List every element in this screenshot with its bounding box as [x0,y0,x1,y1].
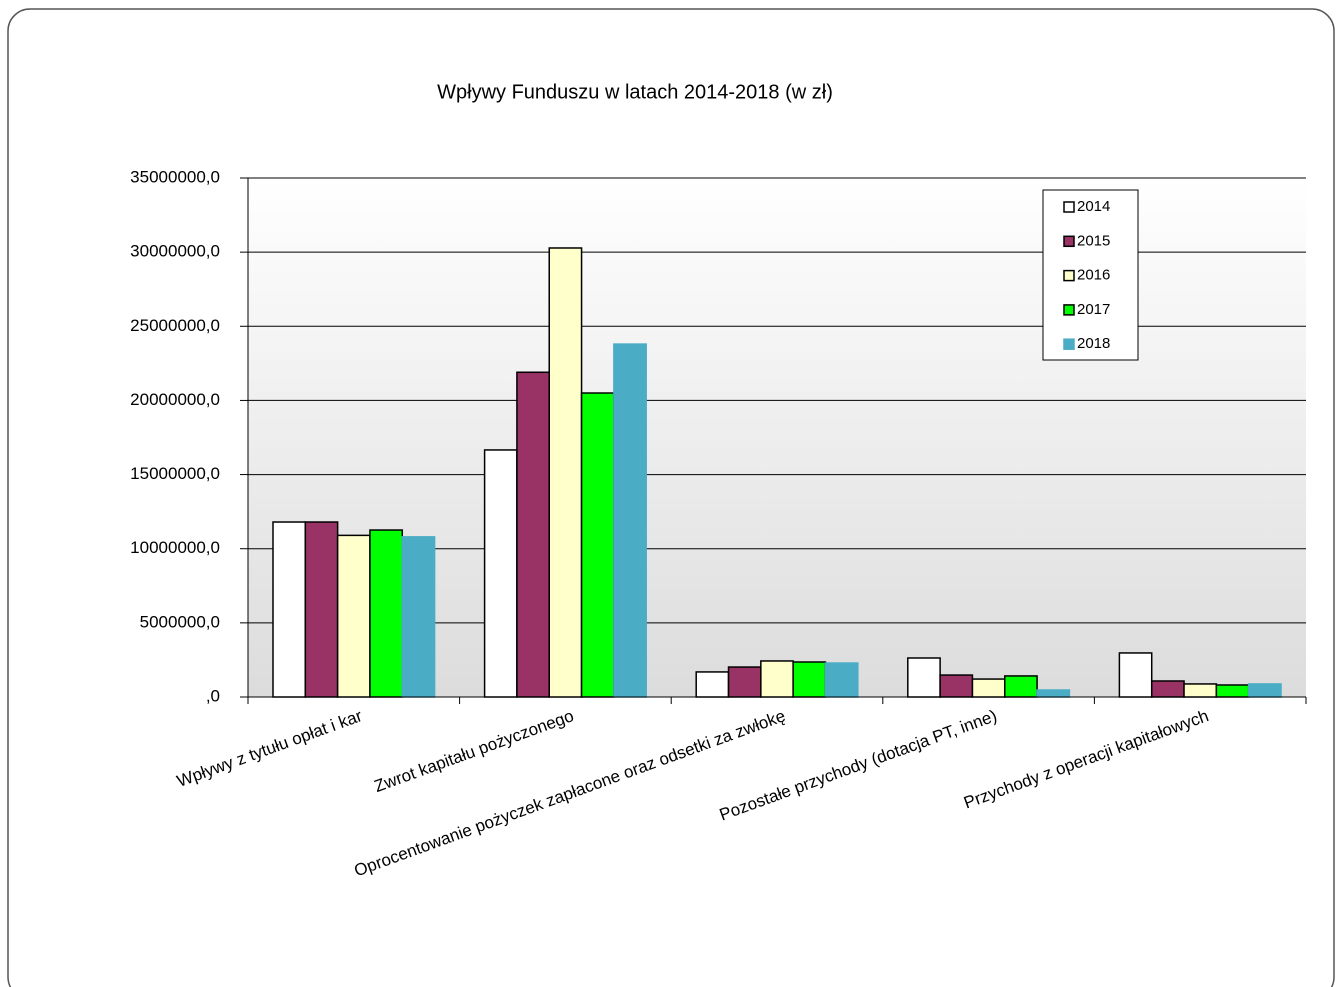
legend-label: 2017 [1077,301,1110,318]
bar [824,662,859,698]
bar [304,521,339,698]
y-tick-label: ,0 [206,686,220,705]
legend-box [1042,189,1139,361]
bar [580,392,615,698]
y-tick-label: 30000000,0 [130,242,220,261]
legend-label: 2016 [1077,267,1110,284]
bar [939,674,974,698]
legend-label: 2015 [1077,232,1110,249]
bar [401,536,436,698]
bar [760,660,794,698]
bar [971,678,1006,698]
bar [1183,683,1218,698]
bar [792,661,827,698]
legend-label: 2014 [1077,198,1110,215]
bar [1215,684,1250,698]
y-tick-label: 20000000,0 [130,390,220,409]
bar [336,534,371,698]
bar [907,657,941,698]
bar [516,371,550,698]
legend-swatch [1063,235,1075,248]
legend-swatch [1063,304,1075,316]
legend-swatch [1063,269,1075,282]
bar [727,666,762,698]
bar [1247,683,1282,698]
legend-swatch [1063,201,1075,213]
bar [369,529,404,698]
legend-swatch [1063,338,1075,350]
bar [1118,652,1153,698]
bar [483,449,518,698]
y-tick-label: 35000000,0 [130,167,220,186]
chart-title: Wpływy Funduszu w latach 2014-2018 (w zł… [437,81,833,103]
y-tick-label: 5000000,0 [140,612,220,631]
y-tick-label: 10000000,0 [130,538,220,557]
bar [548,247,583,698]
bar [1004,675,1038,698]
y-tick-label: 15000000,0 [130,464,220,483]
bar [695,671,730,698]
bar [272,521,307,698]
y-tick-label: 25000000,0 [130,316,220,335]
bar [613,343,647,698]
bar [1036,689,1071,698]
legend-label: 2018 [1077,335,1110,352]
bar [1150,680,1185,698]
